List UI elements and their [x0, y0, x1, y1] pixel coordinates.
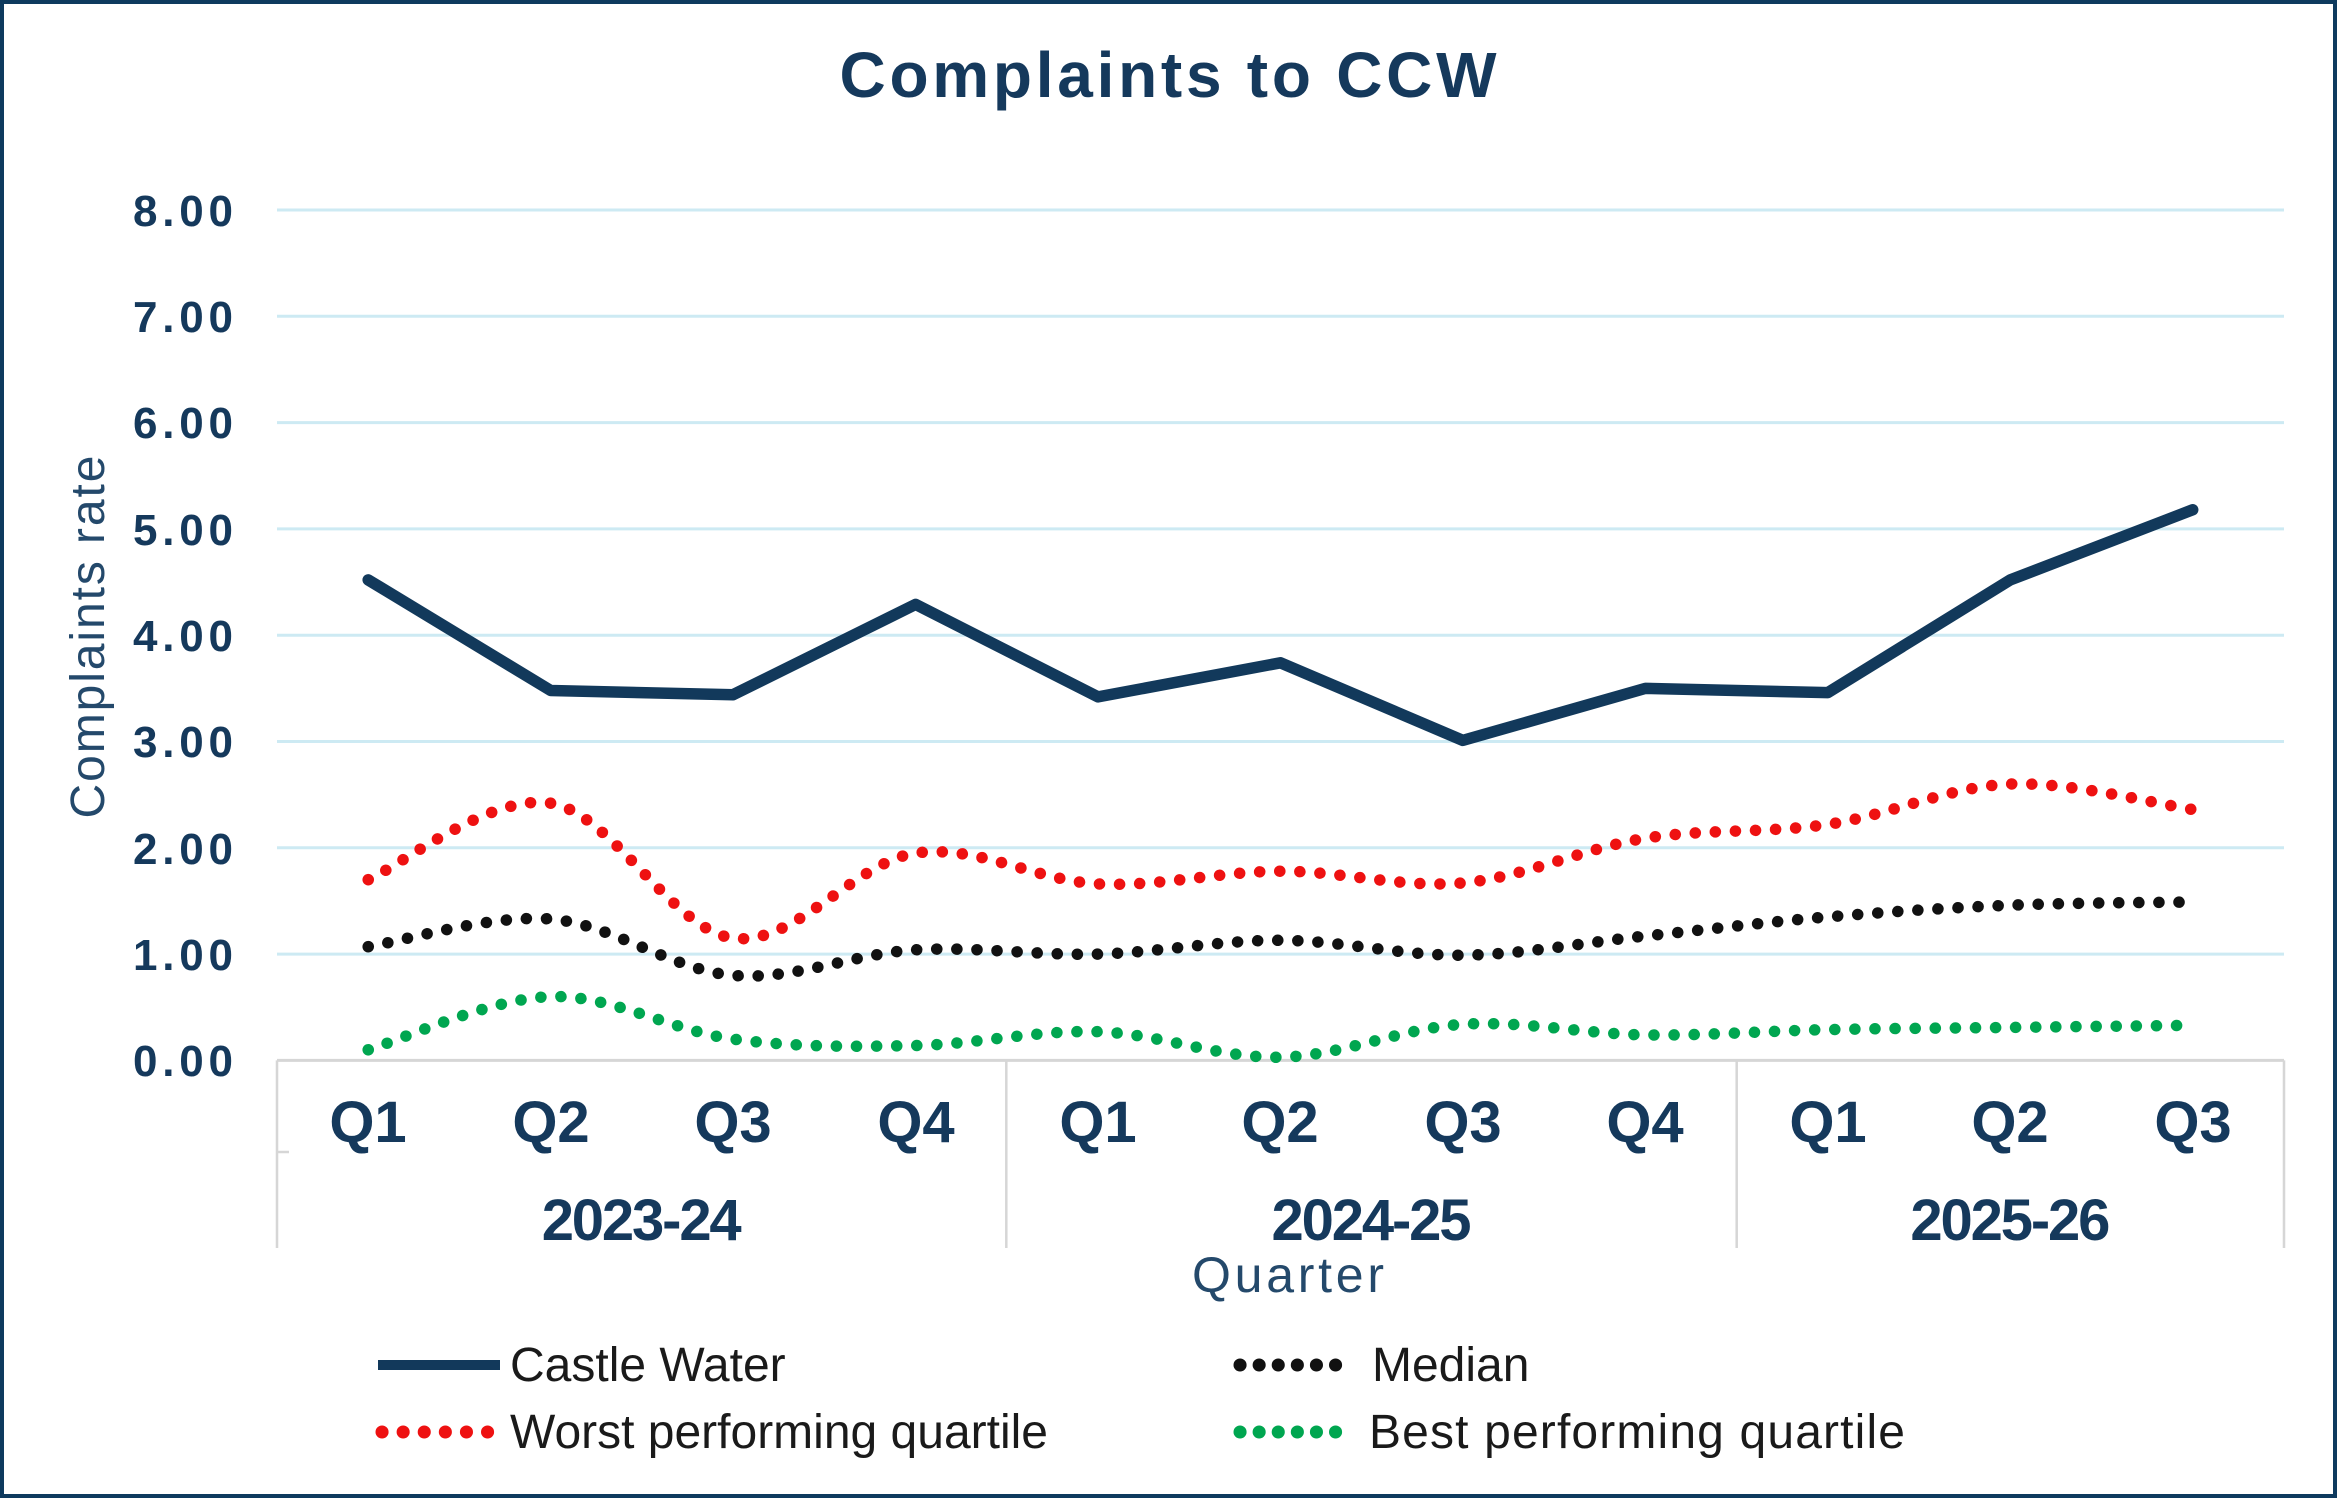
svg-text:Q3: Q3 [2154, 1090, 2231, 1155]
svg-text:3.00: 3.00 [133, 718, 233, 767]
svg-text:2.00: 2.00 [133, 825, 233, 874]
svg-text:Q4: Q4 [877, 1090, 954, 1155]
svg-text:Quarter: Quarter [1192, 1247, 1384, 1303]
svg-text:Q1: Q1 [1789, 1090, 1866, 1155]
svg-text:1.00: 1.00 [133, 931, 233, 980]
svg-text:Complaints rate: Complaints rate [62, 456, 115, 819]
svg-text:Q1: Q1 [1059, 1090, 1136, 1155]
svg-text:Q3: Q3 [694, 1090, 771, 1155]
svg-text:Complaints to CCW: Complaints to CCW [840, 39, 1498, 111]
svg-text:2025-26: 2025-26 [1910, 1188, 2110, 1253]
svg-text:Q4: Q4 [1606, 1090, 1683, 1155]
svg-text:Best performing quartile: Best performing quartile [1369, 1406, 1905, 1459]
svg-text:Castle Water: Castle Water [510, 1339, 786, 1392]
svg-text:2023-24: 2023-24 [542, 1188, 742, 1253]
svg-text:Q2: Q2 [1241, 1090, 1318, 1155]
svg-text:0.00: 0.00 [133, 1037, 233, 1086]
svg-text:8.00: 8.00 [133, 187, 233, 236]
svg-text:Q2: Q2 [1971, 1090, 2048, 1155]
svg-text:6.00: 6.00 [133, 399, 233, 448]
svg-text:Worst performing quartile: Worst performing quartile [510, 1406, 1048, 1459]
svg-text:2024-25: 2024-25 [1272, 1188, 1472, 1253]
svg-text:Q3: Q3 [1424, 1090, 1501, 1155]
svg-text:7.00: 7.00 [133, 293, 233, 342]
svg-text:Median: Median [1372, 1339, 1529, 1392]
svg-text:4.00: 4.00 [133, 612, 233, 661]
svg-text:5.00: 5.00 [133, 506, 233, 555]
svg-text:Q2: Q2 [512, 1090, 589, 1155]
svg-text:Q1: Q1 [329, 1090, 406, 1155]
